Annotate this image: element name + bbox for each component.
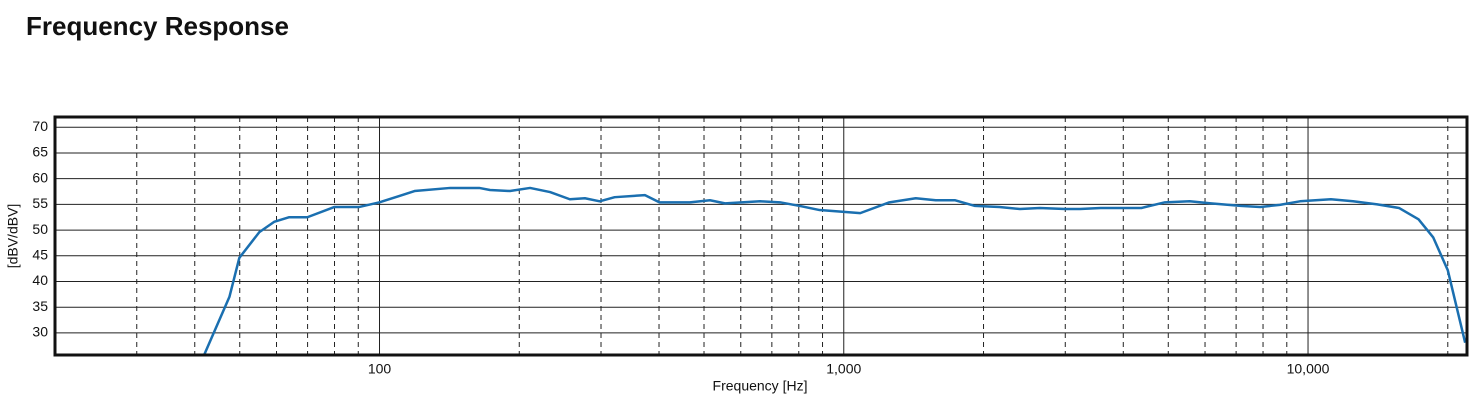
y-tick-label: 70	[32, 118, 48, 134]
x-tick-label: 100	[368, 361, 392, 377]
y-tick-label: 45	[32, 246, 48, 262]
y-tick-label: 35	[32, 298, 48, 314]
chart-title: Frequency Response	[26, 11, 289, 41]
x-tick-label: 10,000	[1287, 361, 1330, 377]
line-series	[202, 186, 1467, 356]
x-tick-label: 1,000	[826, 361, 861, 377]
y-axis-label: [dBV/dBV]	[5, 204, 21, 269]
x-axis-label: Frequency [Hz]	[713, 378, 808, 394]
plot-frame	[53, 115, 1469, 357]
y-tick-label: 60	[32, 169, 48, 185]
y-tick-label: 30	[32, 324, 48, 340]
y-tick-label: 50	[32, 221, 48, 237]
y-tick-label: 65	[32, 144, 48, 160]
y-tick-label: 55	[32, 195, 48, 211]
y-tick-label: 40	[32, 272, 48, 288]
